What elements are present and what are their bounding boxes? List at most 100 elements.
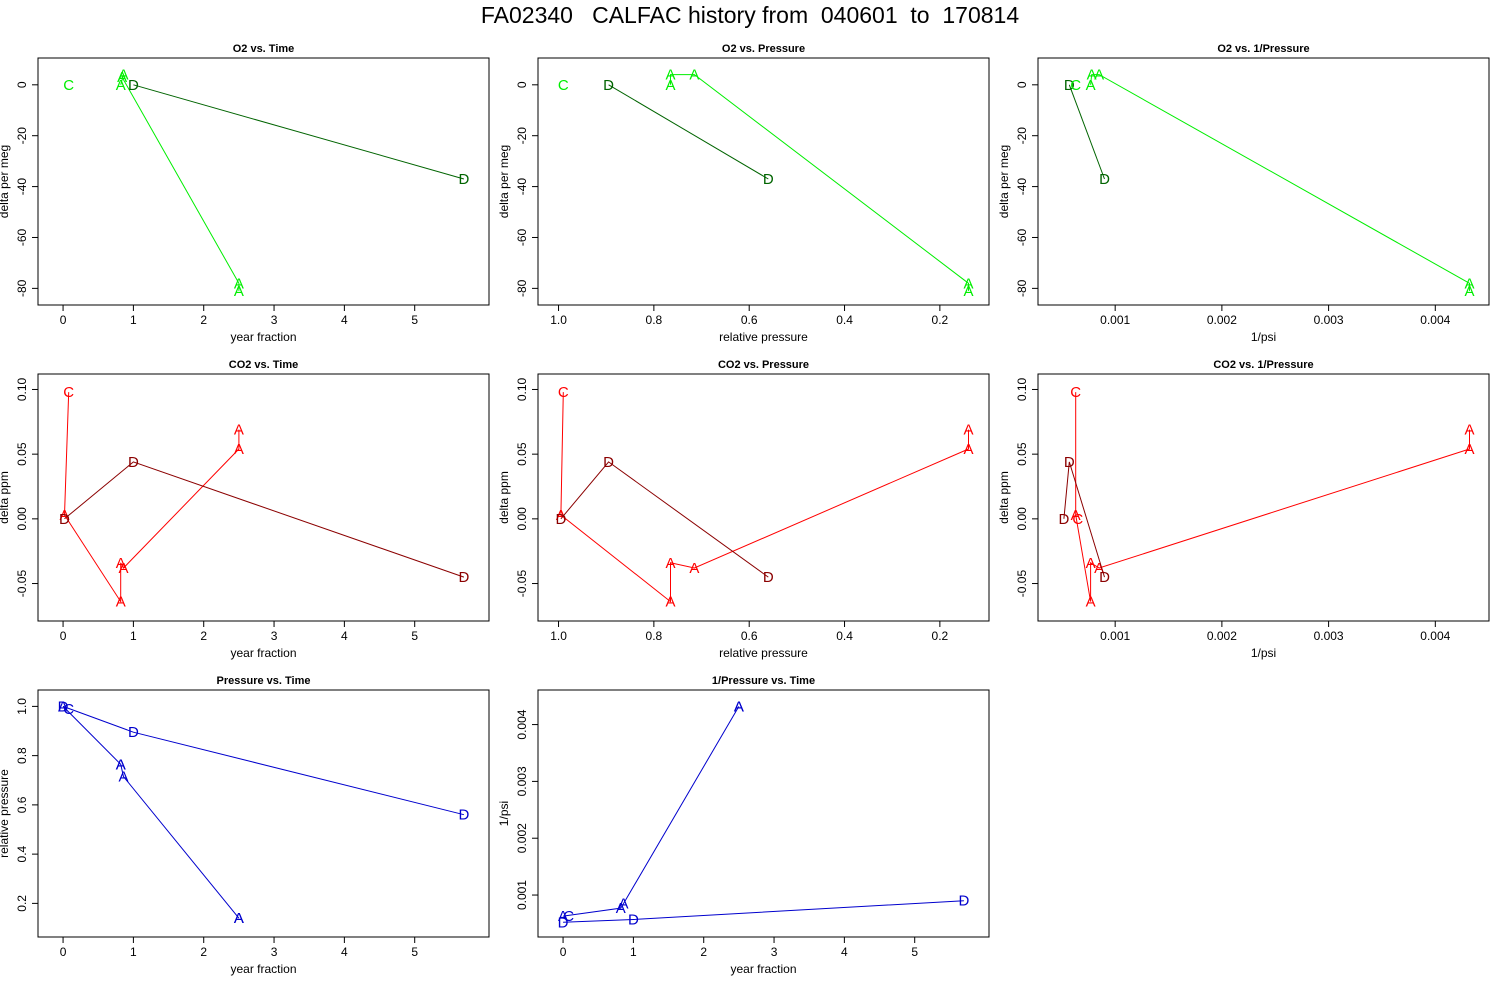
data-point-marker: A [1464,422,1474,439]
data-point-marker: A [1464,275,1474,292]
series-line [560,392,969,603]
data-point-marker: D [1064,454,1075,471]
data-point-marker: A [556,507,566,524]
series-line [1068,84,1105,180]
x-tick-label: 0 [60,629,67,643]
x-axis-label: year fraction [230,646,296,660]
x-axis-label: year fraction [230,330,296,344]
plot-frame [537,57,990,306]
x-tick-label: 0.001 [1100,313,1130,327]
data-point-marker: A [116,555,126,572]
x-tick-label: 2 [200,313,207,327]
plot-frame [37,373,490,622]
data-point-marker: A [116,756,126,773]
data-point-marker: D [1099,569,1110,586]
data-point-marker: D [558,914,569,931]
y-tick-label: -40 [1015,178,1029,196]
data-point-marker: A [666,67,676,84]
data-point-marker: D [128,454,139,471]
x-tick-label: 1 [630,945,637,959]
data-point-marker: A [963,283,973,300]
data-point-marker: A [1071,507,1081,524]
y-axis-label: delta ppm [0,471,11,524]
y-tick-label: 0.002 [515,823,529,853]
y-tick-label: -0.05 [515,570,529,598]
data-point-marker: A [59,507,69,524]
data-point-marker: C [558,384,569,401]
series-line [608,84,769,180]
chart-panel-1: O2 vs. Pressure relative pressure delta pe… [497,43,990,344]
plot-frame [1037,373,1490,622]
x-tick-label: 0.004 [1420,313,1450,327]
data-point-marker: A [234,422,244,439]
data-point-marker: A [117,69,127,86]
data-point-marker: A [963,275,973,292]
data-point-marker: A [666,594,676,611]
data-point-marker: D [555,511,566,528]
x-tick-label: 3 [771,945,778,959]
data-point-marker: A [1464,283,1474,300]
chart-panel-6: Pressure vs. Time year fraction relative p… [0,675,490,976]
chart-title: Pressure vs. Time [217,675,311,687]
data-point-marker: C [558,77,569,94]
chart-title: O2 vs. Time [233,43,295,55]
data-point-marker: A [558,908,568,925]
x-tick-label: 0.2 [932,629,949,643]
data-point-marker: A [666,555,676,572]
x-tick-label: 1.0 [550,313,567,327]
data-point-marker: A [234,910,244,927]
chart-title: 1/Pressure vs. Time [712,675,815,687]
y-axis-label: delta ppm [997,471,1011,524]
y-tick-label: 0 [1015,81,1029,88]
data-point-marker: D [1064,77,1075,94]
data-point-marker: D [603,454,614,471]
y-tick-label: 0.6 [15,796,29,813]
y-tick-label: 0.001 [515,880,529,910]
data-point-marker: A [666,77,676,94]
data-point-marker: A [234,283,244,300]
x-tick-label: 5 [411,629,418,643]
x-tick-label: 0.004 [1420,629,1450,643]
data-point-marker: A [119,67,129,84]
data-point-marker: D [128,724,139,741]
x-axis-label: 1/psi [1251,646,1276,660]
data-point-marker: A [1094,67,1104,84]
series-line [670,74,969,291]
series-line [563,900,964,923]
plot-frame [537,689,990,938]
y-axis-label: delta per meg [997,145,1011,218]
y-tick-label: -80 [1015,279,1029,297]
y-tick-label: -40 [15,178,29,196]
data-point-marker: A [1086,77,1096,94]
data-point-marker: A [689,67,699,84]
series-line [133,84,465,180]
series-line [560,461,769,578]
x-tick-label: 4 [341,945,348,959]
x-axis-label: relative pressure [719,646,808,660]
y-tick-label: 0.10 [1015,377,1029,401]
y-tick-label: -0.05 [1015,570,1029,598]
chart-title: CO2 vs. Time [229,359,299,371]
y-axis-label: delta per meg [497,145,511,218]
y-tick-label: 0.10 [515,377,529,401]
data-point-marker: D [628,911,639,928]
x-tick-label: 1 [130,945,137,959]
page-title: FA02340 CALFAC history from 040601 to 17… [480,2,1020,28]
x-tick-label: 0.8 [646,313,663,327]
data-point-marker: A [734,698,744,715]
data-point-marker: C [63,384,74,401]
chart-title: O2 vs. 1/Pressure [1217,43,1309,55]
plot-frame [37,689,490,938]
plot-frame [537,373,990,622]
data-point-marker: D [58,698,69,715]
y-tick-label: -0.05 [15,570,29,598]
chart-panel-2: O2 vs. 1/Pressure 1/psi delta per meg 0.001… [997,43,1490,344]
x-tick-label: 3 [271,313,278,327]
data-point-marker: A [234,275,244,292]
x-axis-label: 1/psi [1251,330,1276,344]
y-axis-label: delta ppm [497,471,511,524]
x-tick-label: 0.4 [836,629,853,643]
data-point-marker: D [763,171,774,188]
y-tick-label: 0.004 [515,709,529,739]
